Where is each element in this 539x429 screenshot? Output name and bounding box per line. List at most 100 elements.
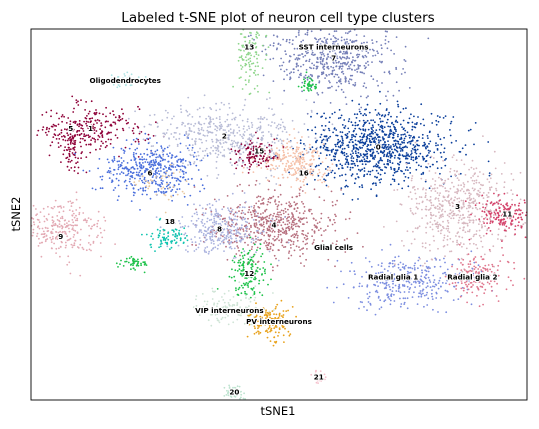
data-point [76, 133, 79, 136]
data-point [392, 131, 395, 134]
data-point [301, 90, 303, 93]
data-point [344, 96, 347, 99]
data-point [471, 207, 474, 210]
data-point [482, 192, 485, 194]
data-point [119, 165, 122, 168]
data-point [486, 228, 489, 230]
data-point [248, 162, 251, 165]
data-point [35, 208, 37, 210]
data-point [499, 199, 501, 202]
data-point [107, 120, 109, 123]
data-point [209, 118, 212, 121]
data-point [248, 222, 251, 225]
data-point [267, 188, 270, 191]
data-point [368, 122, 371, 125]
data-point [333, 49, 336, 52]
data-point [311, 75, 313, 78]
data-point [52, 207, 54, 210]
data-point [223, 155, 226, 158]
data-point [217, 244, 220, 247]
data-point [449, 209, 452, 212]
data-point [340, 114, 343, 117]
data-point [85, 122, 87, 125]
data-point [141, 156, 144, 158]
data-point [270, 144, 273, 147]
data-point [397, 183, 400, 186]
data-point [250, 248, 253, 251]
data-point [141, 193, 144, 196]
data-point [404, 146, 406, 148]
data-point [429, 140, 432, 143]
data-point [210, 213, 213, 216]
data-point [215, 149, 218, 152]
data-point [233, 129, 235, 132]
data-point [354, 59, 357, 62]
data-point [263, 261, 266, 263]
data-point [350, 157, 353, 159]
data-point [86, 115, 88, 117]
data-point [347, 120, 350, 123]
data-point [285, 131, 288, 134]
data-point [343, 147, 346, 150]
data-point [313, 158, 315, 161]
data-point [359, 170, 362, 172]
data-point [382, 139, 385, 141]
data-point [88, 136, 90, 139]
data-point [365, 96, 368, 99]
data-point [459, 189, 462, 192]
cluster-points-12 [216, 236, 272, 315]
data-point [274, 215, 277, 218]
data-point [301, 201, 303, 203]
data-point [307, 151, 310, 153]
data-point [242, 211, 245, 214]
data-point [441, 200, 444, 203]
data-point [307, 232, 309, 235]
data-point [332, 42, 334, 45]
data-point [206, 153, 209, 155]
data-point [409, 167, 411, 169]
data-point [87, 217, 90, 220]
data-point [514, 233, 516, 236]
data-point [251, 126, 254, 128]
data-point [44, 131, 47, 134]
data-point [42, 207, 45, 210]
data-point [306, 183, 309, 186]
data-point [378, 113, 381, 116]
data-point [139, 209, 141, 211]
data-point [253, 72, 256, 74]
data-point [82, 137, 84, 140]
data-point [437, 144, 439, 147]
data-point [326, 138, 329, 141]
data-point [76, 217, 79, 220]
data-point [195, 244, 197, 247]
data-point [373, 137, 375, 140]
data-point [379, 144, 382, 147]
data-point [479, 187, 482, 190]
data-point [78, 129, 81, 132]
data-point [480, 240, 483, 243]
data-point [357, 198, 359, 200]
data-point [408, 136, 411, 139]
data-point [109, 170, 112, 173]
data-point [42, 126, 45, 128]
data-point [194, 236, 196, 238]
data-point [265, 165, 268, 168]
data-point [330, 190, 333, 193]
data-point [342, 47, 345, 49]
data-point [252, 145, 255, 148]
data-point [109, 112, 112, 115]
data-point [250, 226, 252, 229]
data-point [280, 238, 283, 241]
data-point [268, 214, 271, 217]
data-point [32, 221, 35, 224]
data-point [300, 72, 302, 75]
data-point [55, 252, 57, 255]
data-point [424, 146, 427, 149]
data-point [272, 34, 275, 37]
data-point [66, 222, 68, 225]
data-point [216, 177, 219, 180]
data-point [278, 214, 280, 216]
data-point [362, 144, 365, 147]
data-point [200, 138, 202, 141]
data-point [474, 122, 477, 124]
